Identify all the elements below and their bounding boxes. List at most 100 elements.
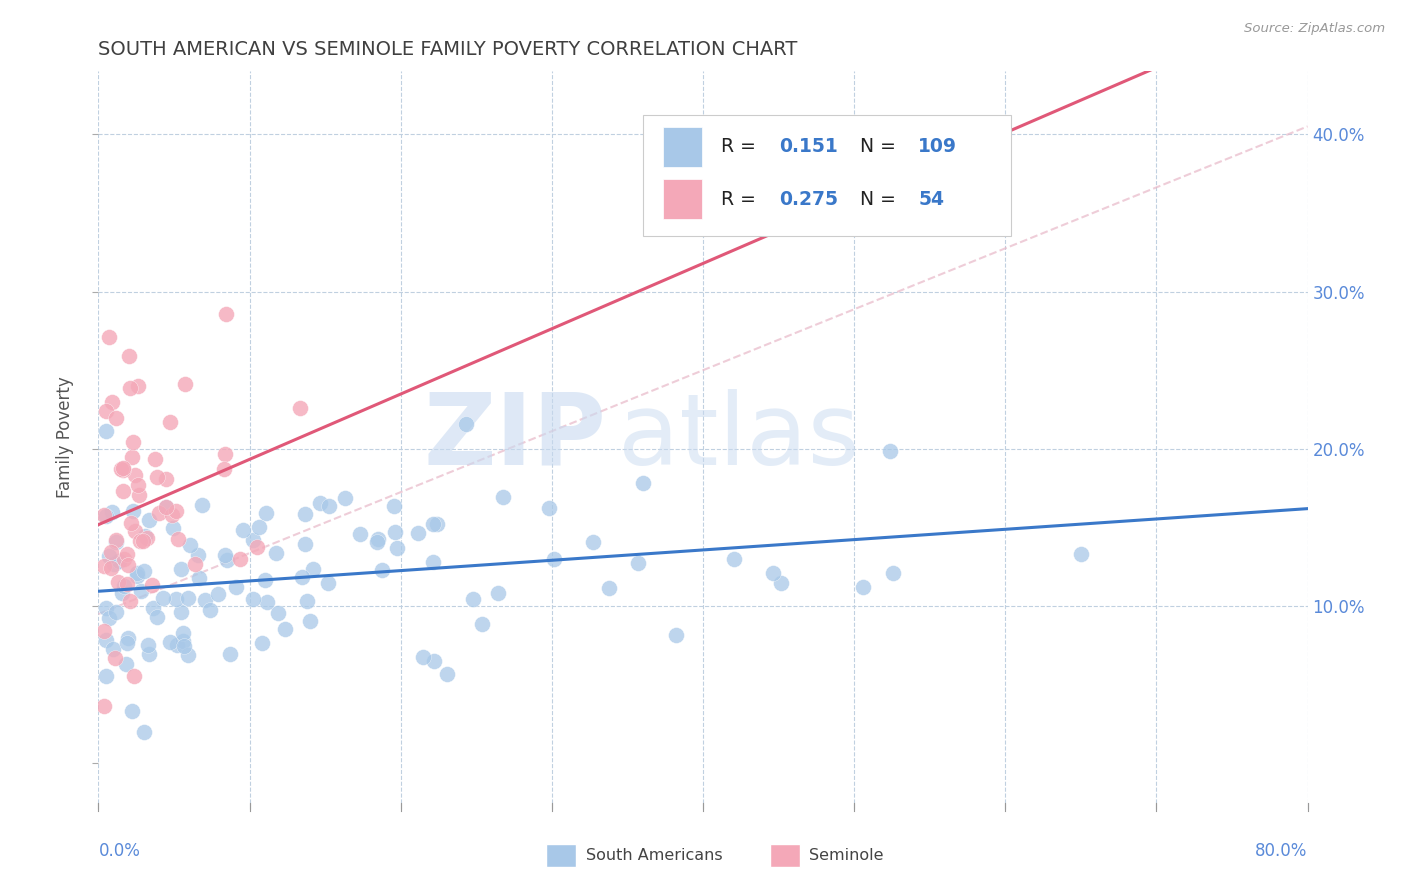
Point [103, 642, 125, 657]
Point [538, 500, 561, 515]
Point [183, 557, 205, 571]
Point [172, 634, 194, 648]
Point [100, 544, 122, 558]
Point [470, 617, 492, 632]
Point [214, 447, 236, 461]
Bar [664, 127, 702, 167]
Point [141, 578, 163, 592]
Point [598, 581, 620, 595]
Text: N =: N = [860, 137, 903, 156]
FancyBboxPatch shape [643, 115, 1011, 235]
Point [173, 377, 195, 392]
Point [384, 525, 406, 540]
Point [94, 404, 117, 418]
Text: 0.275: 0.275 [779, 190, 838, 209]
Point [97, 549, 120, 563]
Point [159, 635, 181, 649]
Point [267, 606, 290, 620]
Point [299, 614, 322, 628]
Point [165, 504, 187, 518]
Bar [664, 179, 702, 219]
Point [112, 579, 135, 593]
Point [127, 379, 149, 393]
Point [188, 571, 211, 585]
Point [121, 435, 143, 450]
Point [103, 558, 125, 572]
Point [253, 573, 276, 587]
Point [112, 462, 135, 476]
Point [166, 638, 188, 652]
Point [111, 483, 134, 498]
Point [146, 610, 169, 624]
Point [426, 516, 449, 531]
Point [1070, 547, 1092, 561]
Point [138, 647, 160, 661]
Point [93, 508, 115, 522]
Point [406, 525, 429, 540]
Point [582, 535, 605, 549]
Point [367, 532, 389, 546]
Point [120, 593, 142, 607]
Point [100, 561, 122, 575]
Point [155, 472, 177, 486]
Point [108, 553, 131, 567]
Point [134, 529, 156, 543]
Point [274, 622, 297, 636]
Text: 0.151: 0.151 [779, 137, 838, 156]
Point [370, 563, 392, 577]
Point [385, 541, 408, 555]
Point [229, 552, 252, 566]
Point [194, 593, 217, 607]
Point [294, 537, 316, 551]
Point [852, 580, 875, 594]
Point [422, 516, 444, 531]
Text: N =: N = [860, 190, 903, 209]
Point [488, 586, 510, 600]
Point [172, 626, 194, 640]
Y-axis label: Family Poverty: Family Poverty [56, 376, 75, 498]
Text: atlas: atlas [619, 389, 860, 485]
Point [302, 562, 325, 576]
Point [117, 636, 139, 650]
Point [104, 650, 127, 665]
Point [461, 591, 484, 606]
Point [115, 577, 138, 591]
Point [454, 417, 477, 431]
Point [246, 541, 269, 555]
Point [333, 491, 356, 505]
Point [97, 330, 120, 344]
Point [294, 507, 316, 521]
Point [117, 547, 139, 561]
Text: R =: R = [721, 137, 762, 156]
Point [125, 569, 148, 583]
Point [187, 548, 209, 562]
Point [159, 415, 181, 429]
Point [117, 558, 139, 573]
Point [93, 558, 115, 573]
Point [93, 624, 115, 638]
Point [104, 605, 127, 619]
Point [762, 566, 785, 581]
Point [111, 460, 134, 475]
Point [318, 500, 340, 514]
Point [93, 698, 115, 713]
Point [249, 520, 271, 534]
Point [94, 669, 117, 683]
Point [291, 569, 314, 583]
Point [349, 527, 371, 541]
Point [94, 425, 117, 439]
Point [160, 508, 183, 523]
Point [232, 523, 254, 537]
Point [125, 566, 148, 580]
Point [290, 401, 312, 416]
Text: ZIP: ZIP [423, 389, 606, 485]
Bar [546, 844, 576, 867]
Text: R =: R = [721, 190, 762, 209]
Point [176, 591, 198, 606]
Point [121, 504, 143, 518]
Point [543, 552, 565, 566]
Point [122, 669, 145, 683]
Point [121, 450, 143, 464]
Point [191, 498, 214, 512]
Point [155, 500, 177, 515]
